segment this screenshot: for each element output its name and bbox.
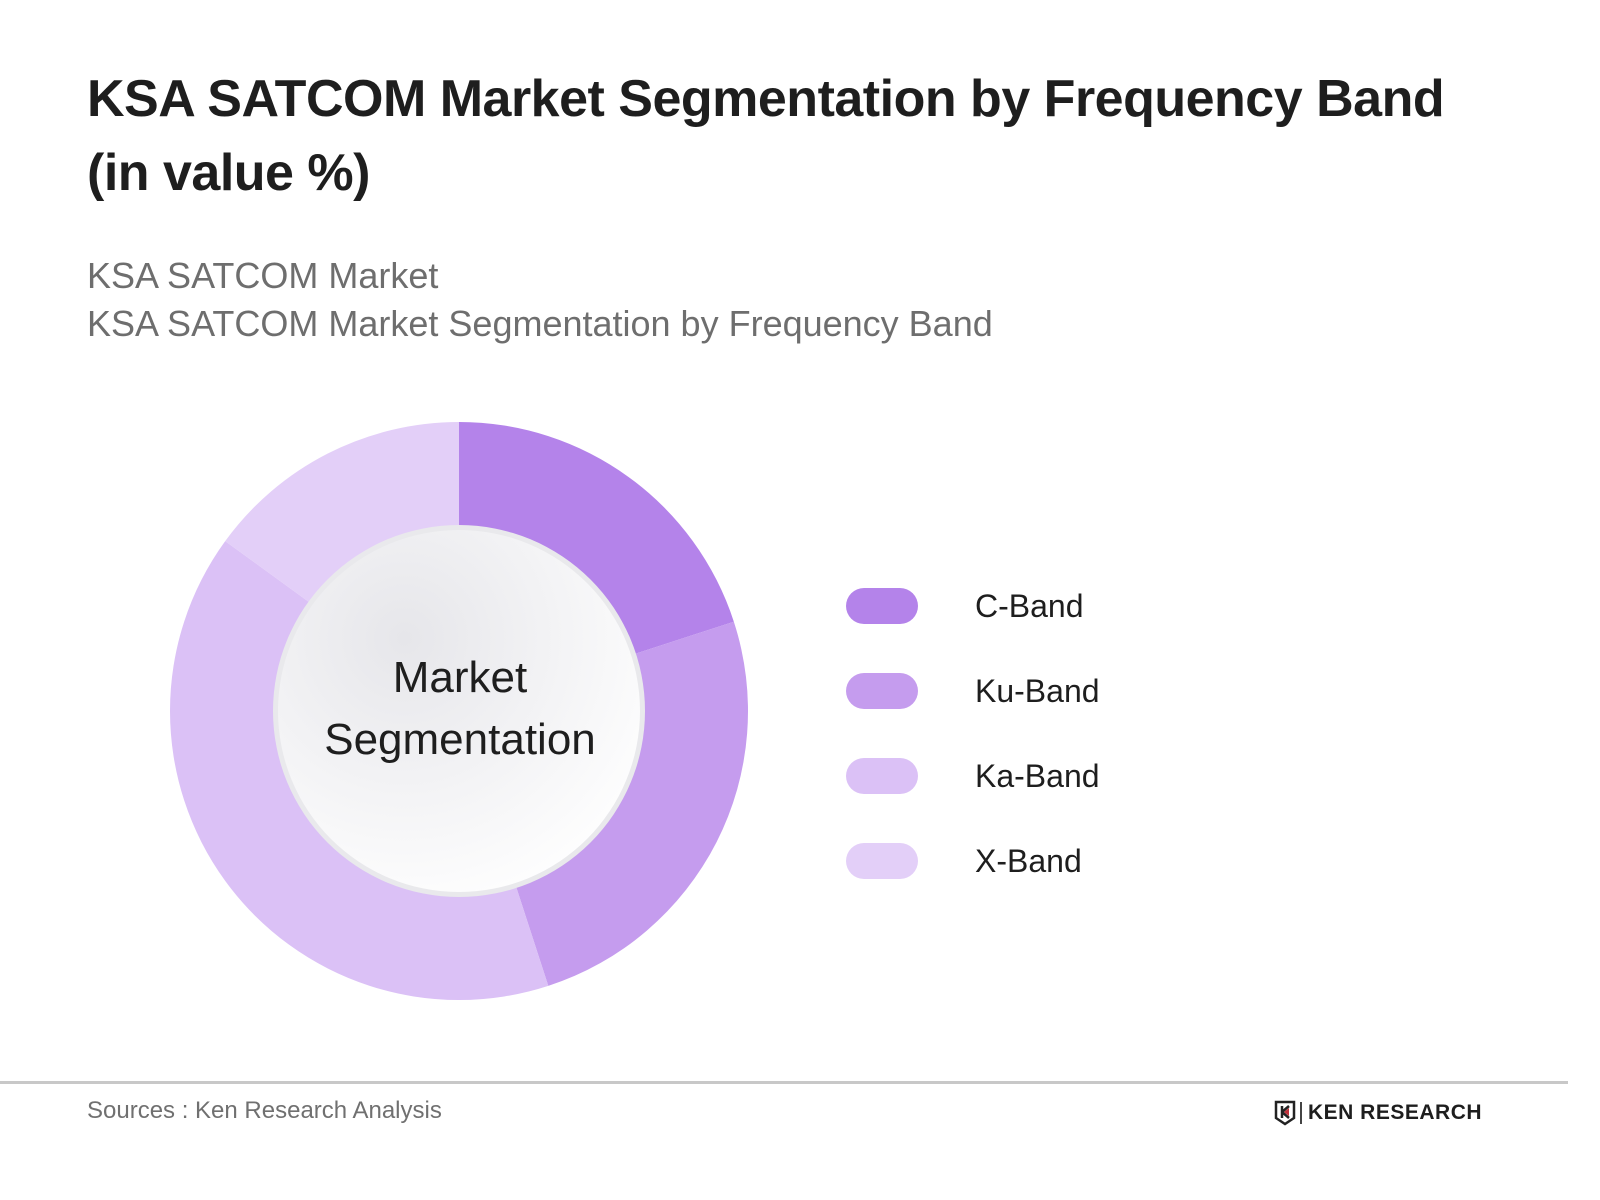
brand-separator [1300, 1102, 1302, 1124]
footer-divider [0, 1081, 1568, 1084]
brand-name: KEN RESEARCH [1308, 1101, 1483, 1124]
legend-label: Ku-Band [975, 672, 1100, 709]
brand-logo: KEN RESEARCH [1274, 1100, 1482, 1126]
subtitle-line-2: KSA SATCOM Market Segmentation by Freque… [87, 303, 993, 344]
chart-legend: C-Band Ku-Band Ka-Band X-Band [846, 588, 1100, 928]
donut-slice-ku-band [505, 621, 748, 986]
chart-title: KSA SATCOM Market Segmentation by Freque… [87, 70, 1445, 202]
center-label-line-2: Segmentation [324, 715, 596, 764]
legend-swatch [846, 673, 918, 709]
legend-label: C-Band [975, 587, 1084, 624]
legend-swatch [846, 588, 918, 624]
legend-swatch [846, 758, 918, 794]
legend-item-c-band: C-Band [846, 588, 1100, 624]
donut-svg [170, 422, 748, 1000]
subtitle-line-1: KSA SATCOM Market [87, 255, 439, 296]
legend-label: Ka-Band [975, 757, 1100, 794]
legend-item-x-band: X-Band [846, 843, 1100, 879]
donut-slice-c-band [459, 422, 734, 665]
ken-research-logo-icon [1274, 1100, 1296, 1126]
legend-swatch [846, 843, 918, 879]
legend-label: X-Band [975, 842, 1082, 879]
donut-chart: Market Segmentation [160, 412, 760, 1012]
chart-subtitle: KSA SATCOM Market KSA SATCOM Market Segm… [87, 252, 993, 348]
legend-item-ku-band: Ku-Band [846, 673, 1100, 709]
center-label: Market Segmentation [278, 647, 642, 771]
center-disc [278, 530, 640, 892]
legend-item-ka-band: Ka-Band [846, 758, 1100, 794]
source-note: Sources : Ken Research Analysis [87, 1097, 442, 1124]
center-label-line-1: Market [392, 653, 528, 702]
